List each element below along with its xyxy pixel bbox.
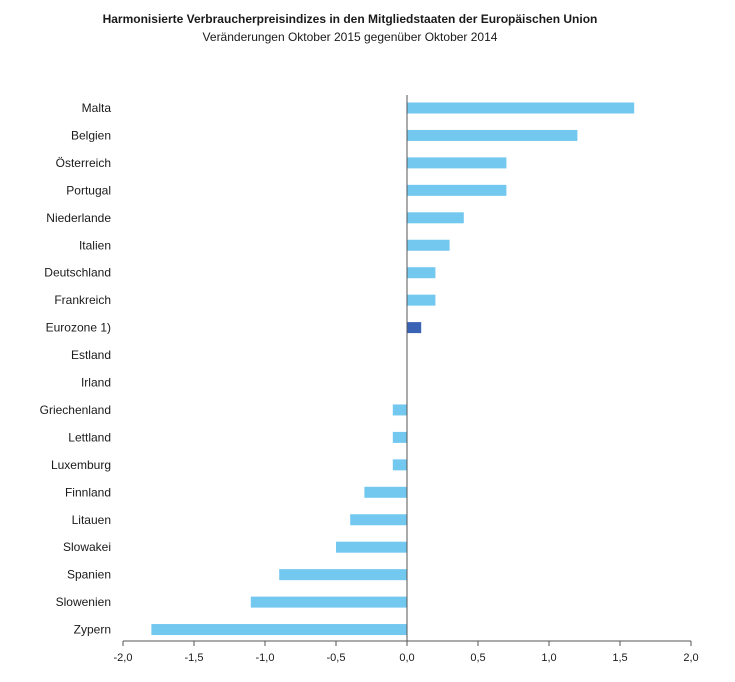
category-label-10: Irland	[81, 376, 111, 390]
category-label-19: Zypern	[74, 623, 111, 637]
bar-5	[407, 239, 450, 251]
bar-18	[250, 596, 407, 608]
bar-14	[364, 486, 407, 498]
category-label-5: Italien	[79, 238, 111, 252]
category-label-3: Portugal	[66, 183, 111, 197]
category-label-17: Spanien	[67, 568, 111, 582]
x-tick-label-1: -1,5	[185, 652, 204, 664]
category-label-13: Luxemburg	[51, 458, 111, 472]
x-tick-label-0: -2,0	[114, 652, 133, 664]
category-label-15: Litauen	[72, 513, 111, 527]
x-tick-label-4: 0,0	[399, 652, 414, 664]
bar-0	[407, 102, 635, 114]
x-tick-label-2: -1,0	[256, 652, 275, 664]
bar-1	[407, 129, 578, 141]
x-tick-label-5: 0,5	[470, 652, 485, 664]
category-label-7: Frankreich	[54, 293, 111, 307]
category-label-12: Lettland	[68, 430, 111, 444]
bar-7	[407, 294, 436, 306]
bar-16	[336, 541, 407, 553]
category-label-2: Österreich	[56, 156, 111, 170]
category-label-11: Griechenland	[40, 403, 111, 417]
bar-8	[407, 322, 422, 334]
category-label-9: Estland	[71, 348, 111, 362]
bar-19	[151, 624, 407, 636]
category-label-1: Belgien	[71, 128, 111, 142]
x-tick-label-8: 2,0	[683, 652, 698, 664]
category-label-8: Eurozone 1)	[46, 321, 111, 335]
category-label-6: Deutschland	[44, 266, 111, 280]
bar-6	[407, 267, 436, 279]
category-label-16: Slowakei	[63, 540, 111, 554]
bar-11	[392, 404, 407, 416]
chart-subtitle: Veränderungen Oktober 2015 gegenüber Okt…	[202, 30, 498, 44]
category-label-0: Malta	[82, 101, 112, 115]
bar-4	[407, 212, 464, 224]
bar-17	[279, 569, 407, 581]
bar-15	[350, 514, 407, 526]
category-label-18: Slowenien	[56, 595, 111, 609]
category-label-4: Niederlande	[46, 211, 111, 225]
bar-13	[392, 459, 407, 471]
category-label-14: Finnland	[65, 485, 111, 499]
x-tick-label-3: -0,5	[327, 652, 346, 664]
bar-3	[407, 184, 507, 196]
bar-12	[392, 431, 407, 443]
x-tick-label-7: 1,5	[612, 652, 627, 664]
bar-2	[407, 157, 507, 169]
x-tick-label-6: 1,0	[541, 652, 556, 664]
chart-title: Harmonisierte Verbraucherpreisindizes in…	[102, 12, 598, 26]
